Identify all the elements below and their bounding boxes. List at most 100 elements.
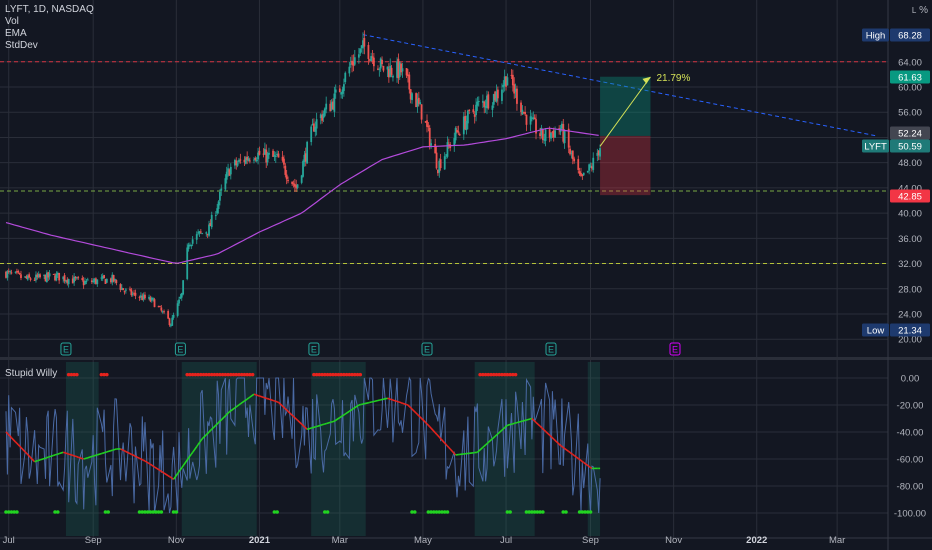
signal-line-segment	[177, 471, 180, 474]
candle-body	[131, 293, 134, 295]
signal-line-segment	[237, 404, 240, 407]
candle-body	[157, 306, 160, 308]
candle-body	[368, 59, 371, 61]
signal-line-segment	[543, 429, 547, 432]
bottom-marker	[410, 510, 414, 514]
candle-body	[484, 106, 487, 108]
top-marker	[342, 372, 346, 377]
price-tags: 68.28 High 61.63 52.24 50.59 LYFT 42.85 21.34 Lo…	[862, 28, 930, 337]
signal-line-segment	[534, 420, 537, 423]
candle-body	[119, 284, 122, 290]
signal-line-segment	[215, 423, 218, 426]
scale-mode-toggle[interactable]: L %	[912, 5, 928, 16]
signal-line-segment	[200, 438, 203, 442]
candle-body	[17, 271, 20, 273]
signal-line-segment	[189, 453, 192, 457]
candle-body	[125, 289, 127, 291]
signal-line-segment	[491, 436, 495, 440]
oscillator-title[interactable]: Stupid Willy	[5, 368, 58, 379]
signal-line-segment	[211, 424, 217, 430]
price-axis[interactable]: 20.00 24.00 28.00 32.00 36.00 40.00 44.00 48.00…	[894, 57, 926, 519]
signal-line-segment	[75, 455, 78, 458]
signal-line-segment	[579, 458, 582, 462]
candle-body	[201, 233, 204, 235]
candle-body	[589, 165, 592, 167]
signal-line-segment	[151, 464, 154, 467]
signal-line-segment	[159, 469, 162, 473]
bottom-marker	[6, 510, 11, 514]
top-marker	[196, 372, 200, 377]
bottom-marker	[412, 510, 417, 514]
overlay-lines: 21.79%	[5, 73, 690, 264]
candle-body	[85, 280, 88, 283]
signal-line-segment	[132, 454, 135, 457]
signal-line-segment	[216, 422, 220, 425]
bottom-marker	[151, 510, 155, 514]
candle-body	[228, 169, 231, 176]
signal-line-segment	[196, 444, 199, 447]
signal-line-segment	[392, 399, 398, 403]
candle-body	[304, 153, 307, 162]
candle-body	[438, 160, 441, 173]
earnings-icon	[421, 342, 433, 356]
candle-body	[531, 117, 533, 119]
signal-line-segment	[494, 434, 498, 437]
signal-line-segment	[283, 406, 286, 410]
signal-line-segment	[133, 454, 136, 458]
candle-body	[214, 214, 217, 217]
candle-body	[521, 109, 524, 115]
indicator-stddev[interactable]: StdDev	[5, 40, 38, 51]
candle-body	[266, 153, 269, 163]
signal-line-segment	[219, 419, 222, 422]
candle-body	[506, 77, 509, 86]
last-price-tag-label: LYFT	[864, 142, 887, 153]
signal-line-segment	[577, 457, 581, 461]
time-axis[interactable]: Jul Sep Nov 2021 Mar May Jul Sep Nov 2022 Mar	[3, 535, 846, 546]
top-marker	[226, 372, 230, 377]
indicator-vol[interactable]: Vol	[5, 16, 19, 27]
time-tick-label: Nov	[168, 535, 185, 546]
candle-body	[329, 103, 332, 112]
top-marker	[317, 372, 322, 377]
candle-body	[149, 297, 152, 302]
top-marker	[207, 372, 211, 377]
candle-body	[511, 74, 514, 86]
candle-body	[353, 57, 356, 65]
top-marker	[201, 372, 206, 377]
candle-body	[491, 105, 494, 110]
candle-body	[443, 156, 446, 170]
candle-body	[501, 89, 503, 101]
candle-body	[287, 180, 289, 182]
candle-body	[405, 68, 408, 76]
indicator-ema[interactable]: EMA	[5, 28, 27, 39]
signal-line-segment	[438, 436, 442, 440]
signal-line-segment	[14, 441, 18, 444]
candle-body	[532, 117, 535, 120]
candle-body	[37, 274, 40, 278]
candle-body	[104, 279, 107, 284]
top-marker	[323, 372, 327, 377]
symbol-line[interactable]: LYFT, 1D, NASDAQ	[5, 4, 94, 15]
candle-body	[597, 150, 600, 156]
signal-line-segment	[478, 446, 484, 452]
signal-line-segment	[198, 440, 202, 444]
bottom-marker	[325, 510, 330, 514]
candle-body	[362, 40, 364, 49]
candle-body	[225, 171, 228, 180]
bottom-marker	[12, 510, 16, 514]
candle-body	[381, 59, 383, 65]
bottom-marker	[154, 510, 158, 514]
candle-body	[191, 239, 194, 244]
candle-body	[20, 274, 22, 279]
candle-body	[265, 149, 268, 163]
signal-line-segment	[190, 451, 194, 455]
candle-body	[401, 68, 404, 72]
candle-body	[464, 115, 467, 130]
top-marker	[513, 372, 518, 377]
low-price-tag: 21.34	[898, 326, 922, 337]
long-position-tool[interactable]	[600, 76, 651, 196]
bottom-marker	[432, 510, 436, 514]
signal-line-segment	[135, 455, 140, 460]
candle-body	[190, 244, 193, 247]
